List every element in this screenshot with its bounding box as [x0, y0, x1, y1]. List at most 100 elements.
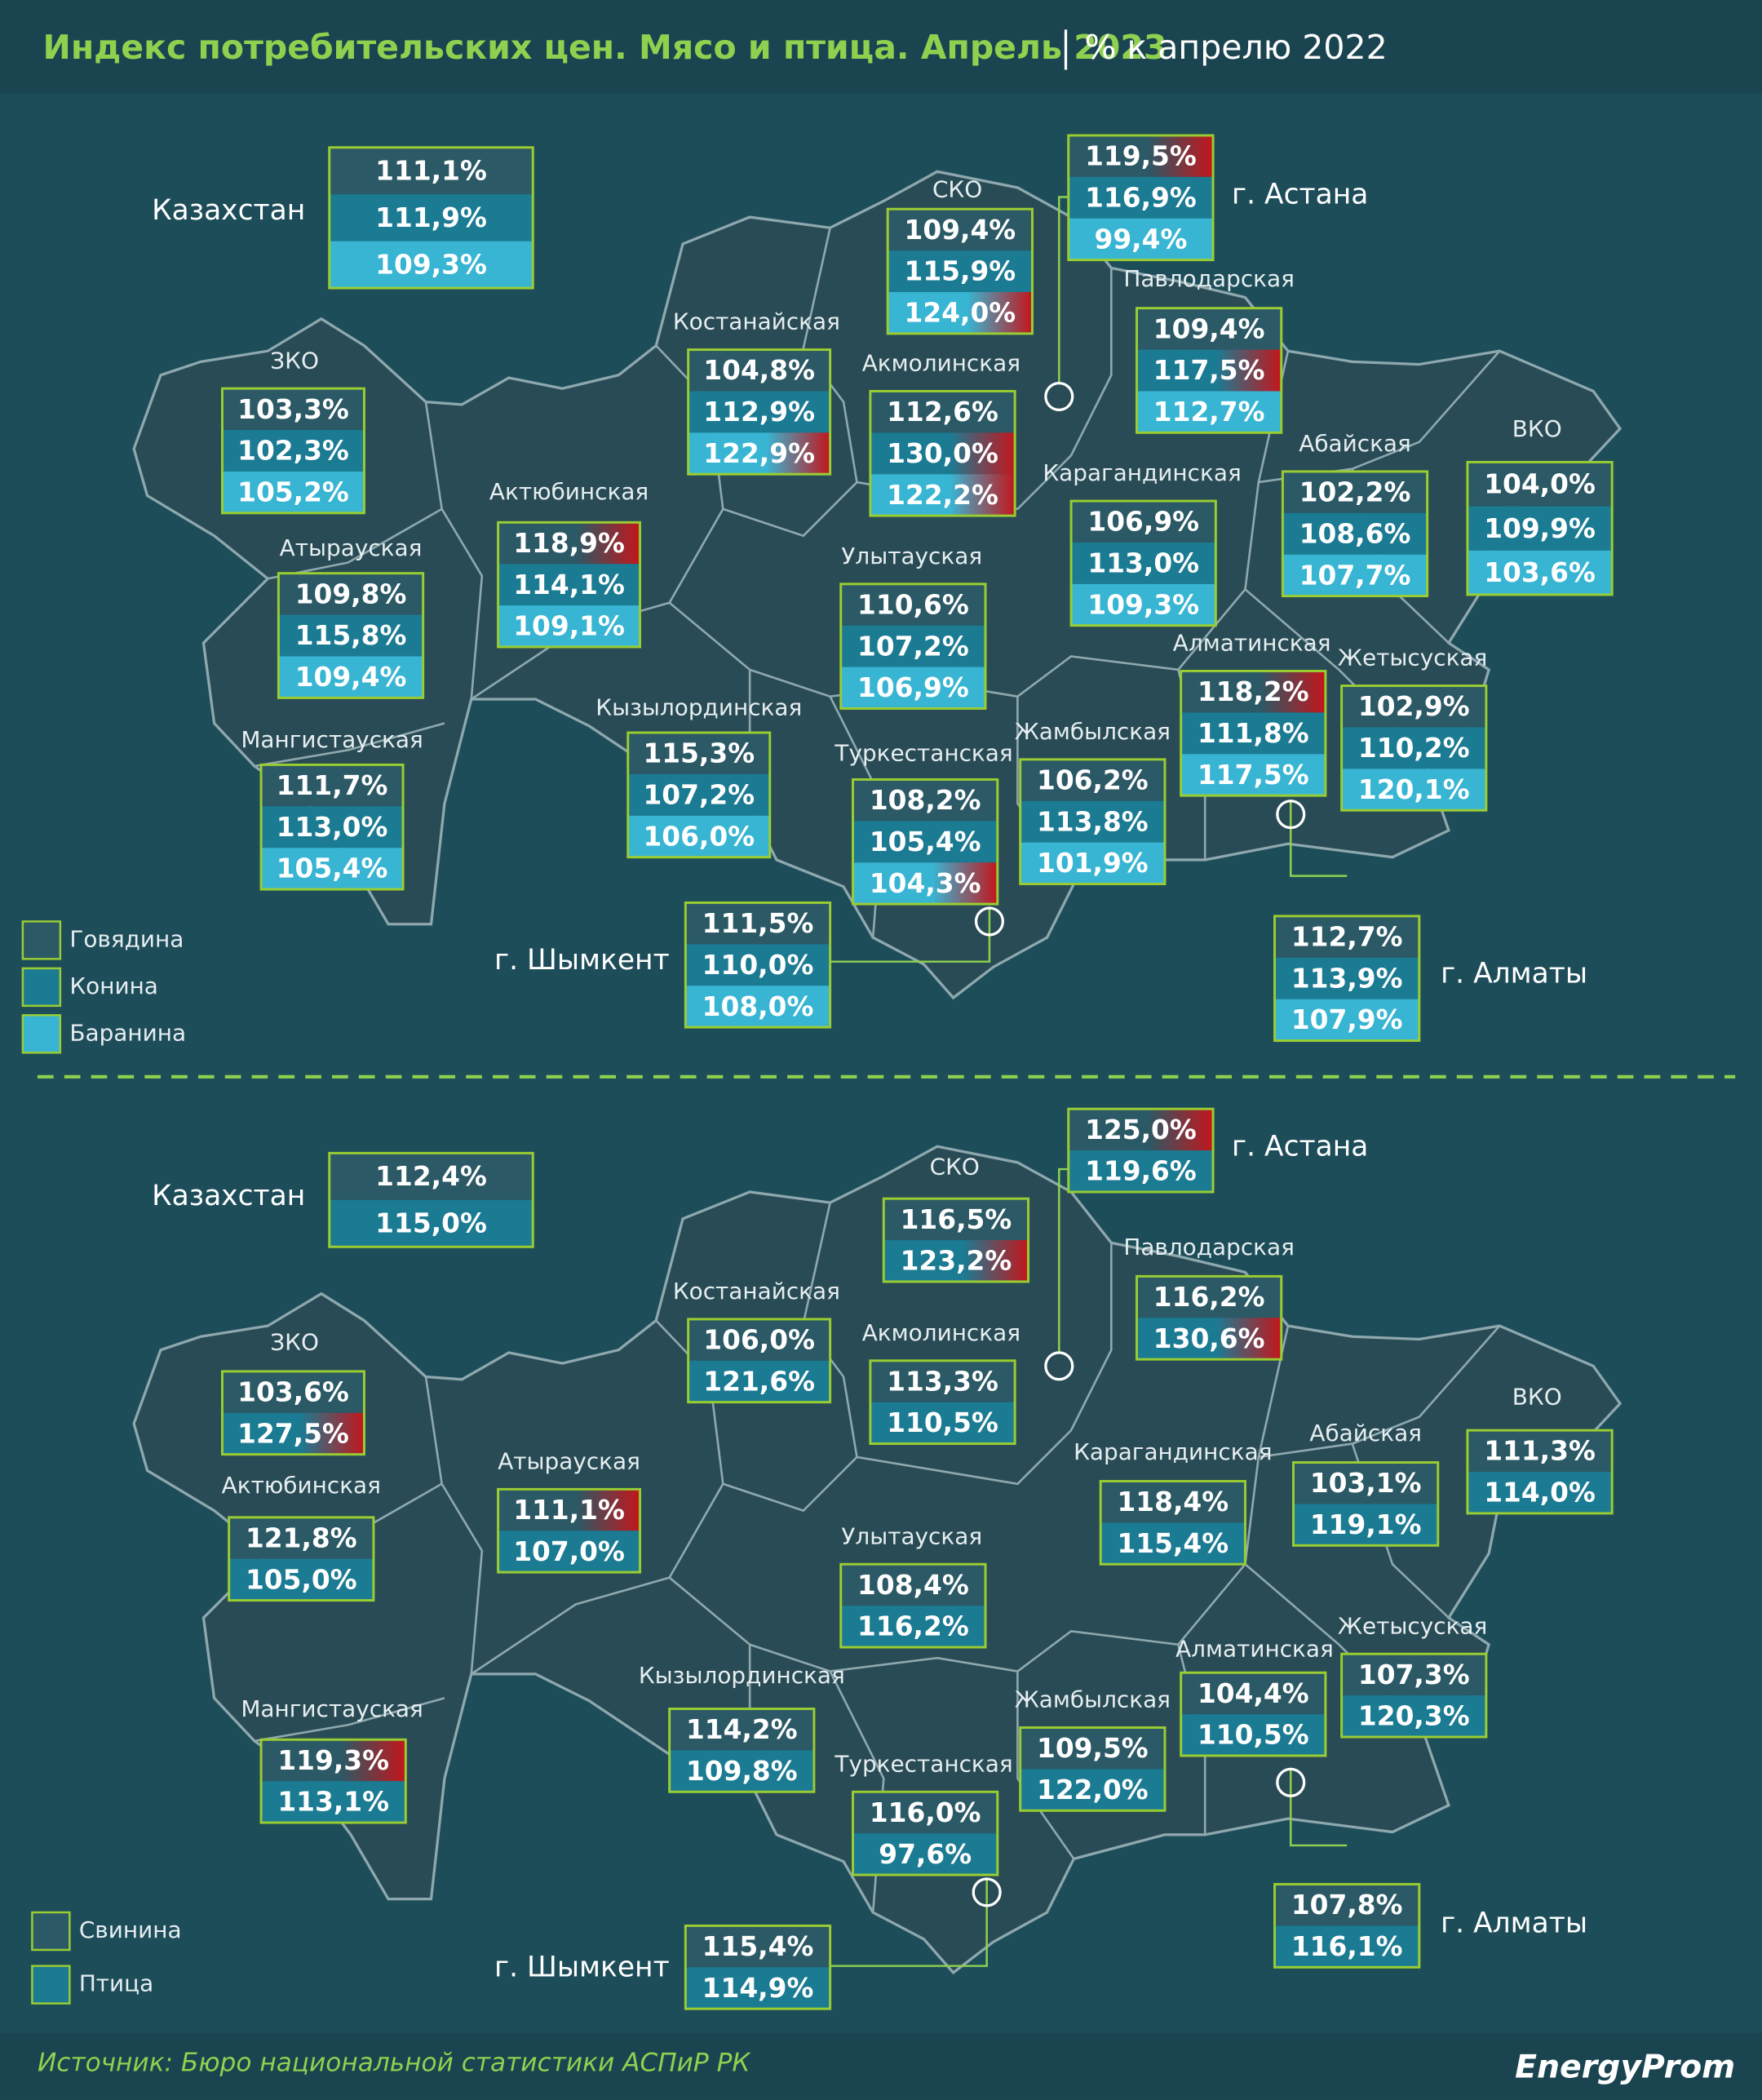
connector: [1290, 800, 1348, 877]
box-border: [1180, 670, 1327, 797]
value-cell: [883, 1240, 1029, 1282]
box-border: [328, 1151, 534, 1248]
value-text: 114,0%: [1484, 1478, 1596, 1509]
value-text: 111,1%: [375, 156, 487, 187]
region-label: ЗКО: [270, 1328, 319, 1355]
box-border: [220, 387, 365, 515]
city-marker: [1044, 1351, 1074, 1381]
box-border: [277, 572, 425, 699]
region-label: ЗКО: [270, 347, 319, 374]
value-text: 116,2%: [1153, 1282, 1265, 1313]
value-cell: [498, 522, 640, 565]
value-cell: [688, 391, 830, 433]
value-cell: [228, 1558, 374, 1601]
value-box: 111,1% 111,9% 109,3%: [328, 146, 534, 290]
value-text: 121,8%: [246, 1522, 357, 1553]
value-box: 118,9% 114,1% 109,1%: [497, 521, 642, 649]
region-label: Казахстан: [152, 1180, 305, 1212]
city-marker: [1276, 800, 1306, 830]
region-label: Кызылординская: [639, 1662, 845, 1689]
box-border: [839, 583, 987, 710]
value-text: 122,9%: [703, 438, 815, 469]
region-label: Мангистауская: [241, 726, 423, 753]
box-border: [220, 1370, 365, 1456]
value-text: 104,8%: [703, 355, 815, 386]
value-text: 104,0%: [1484, 469, 1596, 500]
value-cell: [1068, 1150, 1214, 1192]
value-box: 111,7% 113,0% 105,4%: [259, 763, 405, 891]
value-text: 109,1%: [513, 611, 625, 642]
box-border: [1136, 307, 1283, 434]
value-cell: [688, 1318, 830, 1361]
value-text: 107,2%: [857, 631, 969, 662]
value-box: 112,4% 115,0%: [328, 1151, 534, 1248]
city-marker: [1044, 381, 1074, 412]
value-text: 111,1%: [513, 1495, 625, 1526]
value-text: 111,3%: [1484, 1436, 1596, 1467]
value-cell: [870, 1402, 1016, 1444]
region-label: Жетысуская: [1338, 645, 1487, 671]
value-cell: [1136, 308, 1282, 350]
subtitle: % к апрелю 2022: [1084, 28, 1387, 67]
value-text: 109,4%: [295, 662, 407, 693]
value-text: 115,3%: [643, 738, 755, 769]
value-text: 103,6%: [237, 1377, 349, 1408]
value-cell: [688, 349, 830, 392]
value-text: 106,9%: [1087, 507, 1199, 538]
legend-swatch: [21, 920, 62, 960]
value-text: 110,5%: [887, 1407, 998, 1438]
value-text: 112,7%: [1291, 921, 1403, 952]
value-cell: [1341, 685, 1486, 728]
value-box: 104,8% 112,9% 122,9%: [687, 348, 832, 476]
value-cell: [888, 292, 1033, 334]
value-text: 114,1%: [513, 569, 625, 600]
region-label: Актюбинская: [489, 478, 649, 505]
value-text: 103,1%: [1310, 1468, 1422, 1499]
value-box: 109,5% 122,0%: [1019, 1726, 1167, 1812]
region-label: Атырауская: [498, 1448, 640, 1475]
value-cell: [840, 1606, 986, 1648]
value-text: 102,9%: [1358, 691, 1470, 722]
value-cell: [1467, 462, 1613, 507]
region-label: г. Шымкент: [494, 1951, 670, 1983]
value-text: 107,3%: [1358, 1659, 1470, 1690]
value-text: 115,8%: [295, 620, 407, 651]
value-text: 127,5%: [237, 1418, 349, 1449]
box-border: [869, 1359, 1016, 1446]
box-border: [1273, 915, 1421, 1042]
value-cell: [1274, 957, 1419, 999]
value-text: 105,2%: [237, 477, 349, 508]
box-border: [626, 731, 772, 859]
value-text: 103,3%: [237, 394, 349, 425]
value-text: 105,4%: [870, 826, 981, 857]
box-border: [684, 901, 832, 1029]
value-text: 113,1%: [277, 1787, 389, 1818]
value-box: 119,3% 113,1%: [259, 1738, 407, 1824]
region-label: Павлодарская: [1123, 265, 1295, 292]
value-cell: [685, 1967, 830, 2009]
value-text: 105,4%: [277, 853, 388, 884]
value-cell: [1136, 349, 1282, 392]
value-cell: [498, 1489, 640, 1531]
value-cell: [1020, 842, 1165, 884]
value-text: 119,5%: [1085, 141, 1197, 172]
value-cell: [1180, 671, 1326, 713]
value-cell: [1467, 1430, 1613, 1473]
box-border: [882, 1197, 1030, 1283]
city-marker: [1276, 1767, 1306, 1797]
value-cell: [852, 821, 998, 863]
value-text: 119,1%: [1310, 1509, 1422, 1540]
value-cell: [1341, 1654, 1486, 1696]
legend-swatch: [21, 1014, 62, 1054]
map-layer: Казахстан 111,1% 111,9% 109,3% СКО 109,4% 115,…: [21, 134, 1614, 2010]
value-text: 109,4%: [905, 215, 1016, 246]
value-text: 116,9%: [1085, 182, 1197, 213]
value-text: 116,2%: [857, 1611, 969, 1642]
value-text: 111,5%: [702, 908, 814, 939]
value-text: 122,0%: [1037, 1774, 1149, 1805]
value-cell: [498, 564, 640, 606]
value-text: 113,8%: [1037, 806, 1149, 837]
value-cell: [1136, 1276, 1282, 1318]
value-text: 120,3%: [1358, 1701, 1470, 1732]
box-border: [687, 1318, 832, 1404]
